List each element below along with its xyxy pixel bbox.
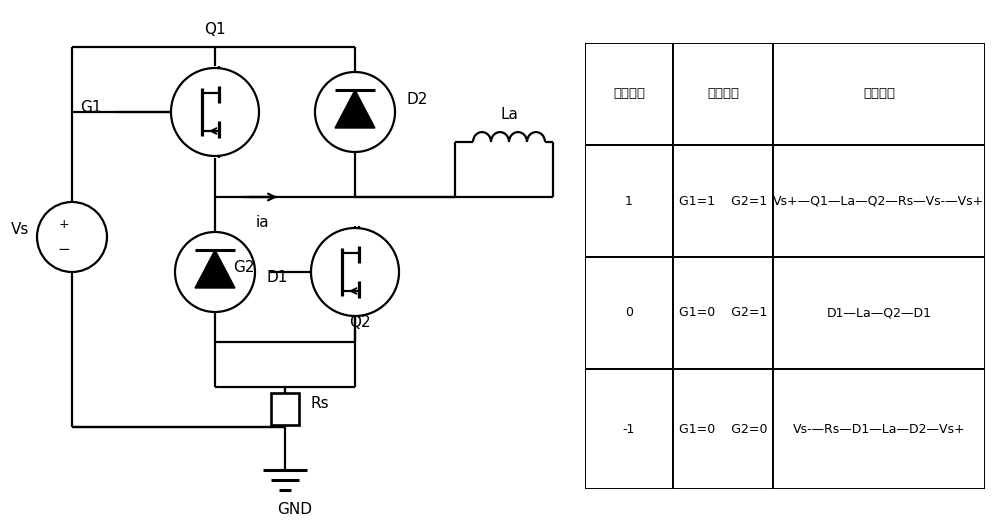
Polygon shape (195, 250, 235, 288)
Text: Q2: Q2 (349, 315, 371, 330)
Bar (585, 43, 673, 145)
Bar (773, 43, 985, 145)
Bar (773, 369, 985, 489)
Bar (585, 145, 673, 257)
Text: La: La (500, 107, 518, 122)
Text: G1=0    G2=1: G1=0 G2=1 (679, 306, 767, 319)
Bar (773, 257, 985, 369)
Circle shape (315, 72, 395, 152)
Bar (773, 145, 985, 257)
Text: G1=0    G2=0: G1=0 G2=0 (679, 422, 767, 436)
Text: Vs: Vs (11, 222, 29, 237)
Polygon shape (335, 90, 375, 128)
Text: G2: G2 (233, 260, 255, 275)
Bar (585, 369, 673, 489)
Text: Vs-—Rs—D1—La—D2—Vs+: Vs-—Rs—D1—La—D2—Vs+ (793, 422, 965, 436)
Text: +: + (59, 218, 69, 230)
Text: Q1: Q1 (204, 22, 226, 37)
Text: 0: 0 (625, 306, 633, 319)
Circle shape (175, 232, 255, 312)
Text: 开关状态: 开关状态 (613, 87, 645, 101)
Bar (673, 43, 773, 145)
Bar (673, 145, 773, 257)
Text: ia: ia (255, 215, 269, 230)
Text: -1: -1 (623, 422, 635, 436)
Circle shape (37, 202, 107, 272)
Text: G1=1    G2=1: G1=1 G2=1 (679, 195, 767, 207)
Bar (673, 257, 773, 369)
Bar (673, 369, 773, 489)
Circle shape (311, 228, 399, 316)
Bar (585, 257, 673, 369)
Text: −: − (58, 243, 70, 257)
Bar (271, 393, 299, 425)
Text: Rs: Rs (311, 396, 330, 411)
Text: 1: 1 (625, 195, 633, 207)
Text: D1: D1 (267, 270, 288, 285)
Text: 电流方向: 电流方向 (863, 87, 895, 101)
Text: GND: GND (278, 502, 312, 517)
Text: D1—La—Q2—D1: D1—La—Q2—D1 (826, 306, 932, 319)
Text: G1: G1 (80, 99, 102, 114)
Text: Vs+—Q1—La—Q2—Rs—Vs-—Vs+: Vs+—Q1—La—Q2—Rs—Vs-—Vs+ (773, 195, 985, 207)
Text: 驱动信号: 驱动信号 (707, 87, 739, 101)
Text: D2: D2 (407, 93, 428, 107)
Circle shape (171, 68, 259, 156)
